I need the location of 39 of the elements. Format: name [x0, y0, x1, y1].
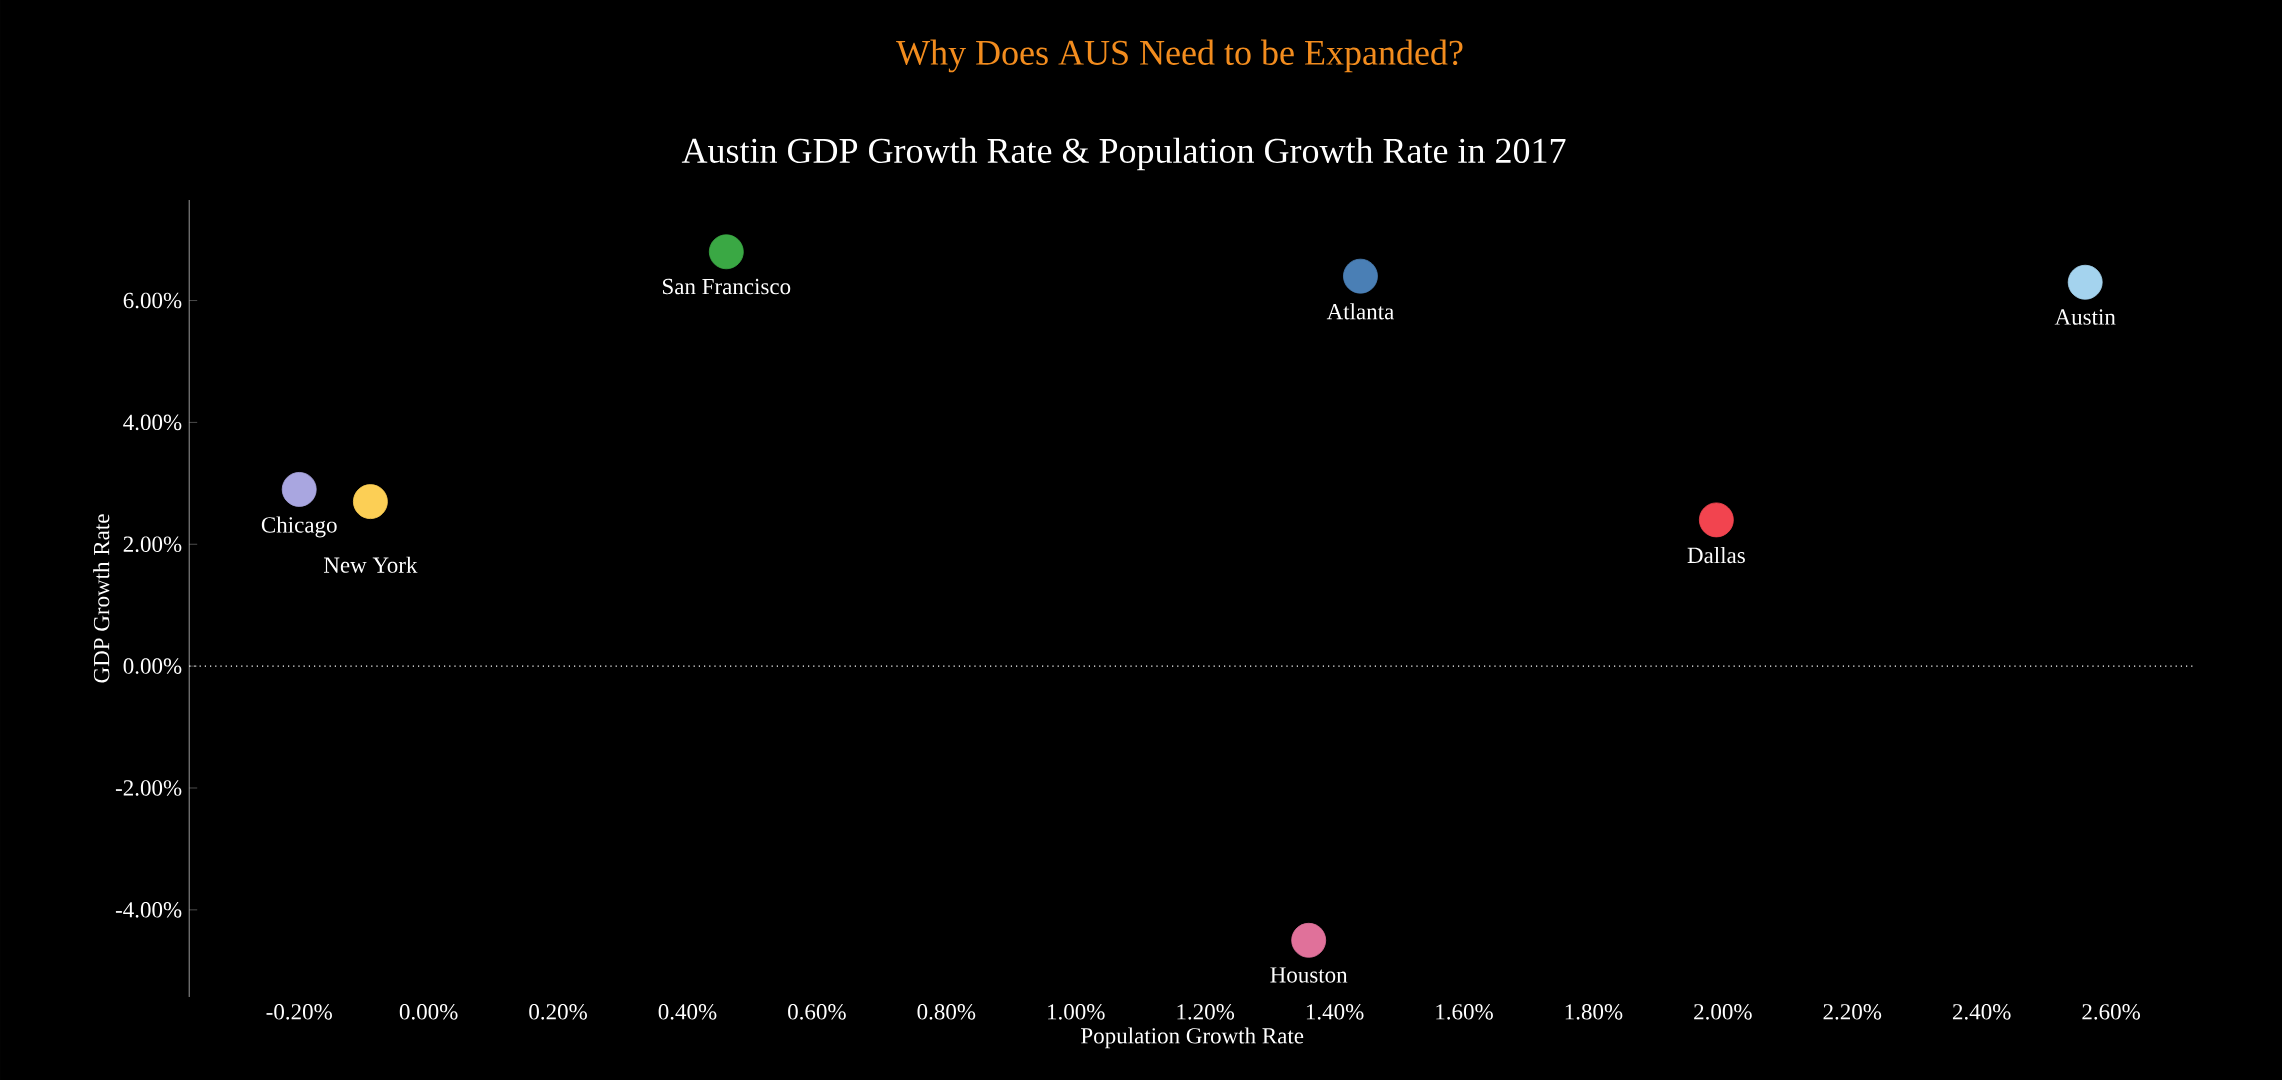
- x-tick-label: 1.00%: [1048, 1004, 1105, 1020]
- y-tick-label: 4.00%: [123, 414, 182, 431]
- point: [281, 472, 317, 507]
- point: [1698, 502, 1734, 538]
- x-tick-label: 2.20%: [1823, 1004, 1882, 1020]
- x-tick-label: 1.40%: [1306, 1004, 1364, 1020]
- annotation: Houston: [1270, 967, 1348, 983]
- annotation: Chicago: [261, 516, 337, 538]
- x-tick-label: 1.80%: [1565, 1004, 1623, 1020]
- x-tick-label: 0.80%: [917, 1004, 976, 1020]
- x-tick-label: -0.20%: [266, 1004, 332, 1020]
- point: [1291, 922, 1327, 958]
- y-tick-label: -4.00%: [115, 902, 182, 918]
- x-tick-label: 2.40%: [1952, 1004, 2011, 1020]
- point: [2067, 264, 2103, 300]
- x-tick-label: 0.40%: [658, 1004, 717, 1020]
- y-tick-label: 6.00%: [123, 292, 182, 309]
- annotation: Austin: [2054, 309, 2116, 325]
- y-axis-title: GDP Growth Rate: [93, 514, 110, 683]
- x-axis-title: Population Growth Rate: [1081, 1027, 1304, 1049]
- annotation: Dallas: [1687, 546, 1745, 564]
- y-tick-label: 0.00%: [123, 658, 182, 674]
- point: [1343, 258, 1378, 294]
- chart-subtitle: Austin GDP Growth Rate & Population Growth Rate in 2017: [681, 137, 1566, 171]
- annotation: San Francisco: [663, 278, 791, 295]
- x-tick-label: 1.20%: [1177, 1004, 1235, 1020]
- point: [353, 484, 388, 520]
- x-tick-label: 2.60%: [2082, 1004, 2141, 1020]
- y-tick-label: 2.00%: [123, 536, 182, 553]
- x-tick-label: 0.20%: [529, 1004, 587, 1020]
- x-tick-label: 2.00%: [1694, 1004, 1752, 1020]
- point: [708, 234, 744, 270]
- y-tick-label: -2.00%: [115, 780, 182, 796]
- chart-title: Why Does AUS Need to be Expanded?: [896, 39, 1463, 73]
- annotation: Atlanta: [1326, 303, 1394, 320]
- x-tick-label: 0.00%: [399, 1004, 458, 1020]
- annotation: New York: [323, 556, 418, 573]
- x-tick-label: 1.60%: [1436, 1004, 1493, 1020]
- x-tick-label: 0.60%: [788, 1004, 846, 1020]
